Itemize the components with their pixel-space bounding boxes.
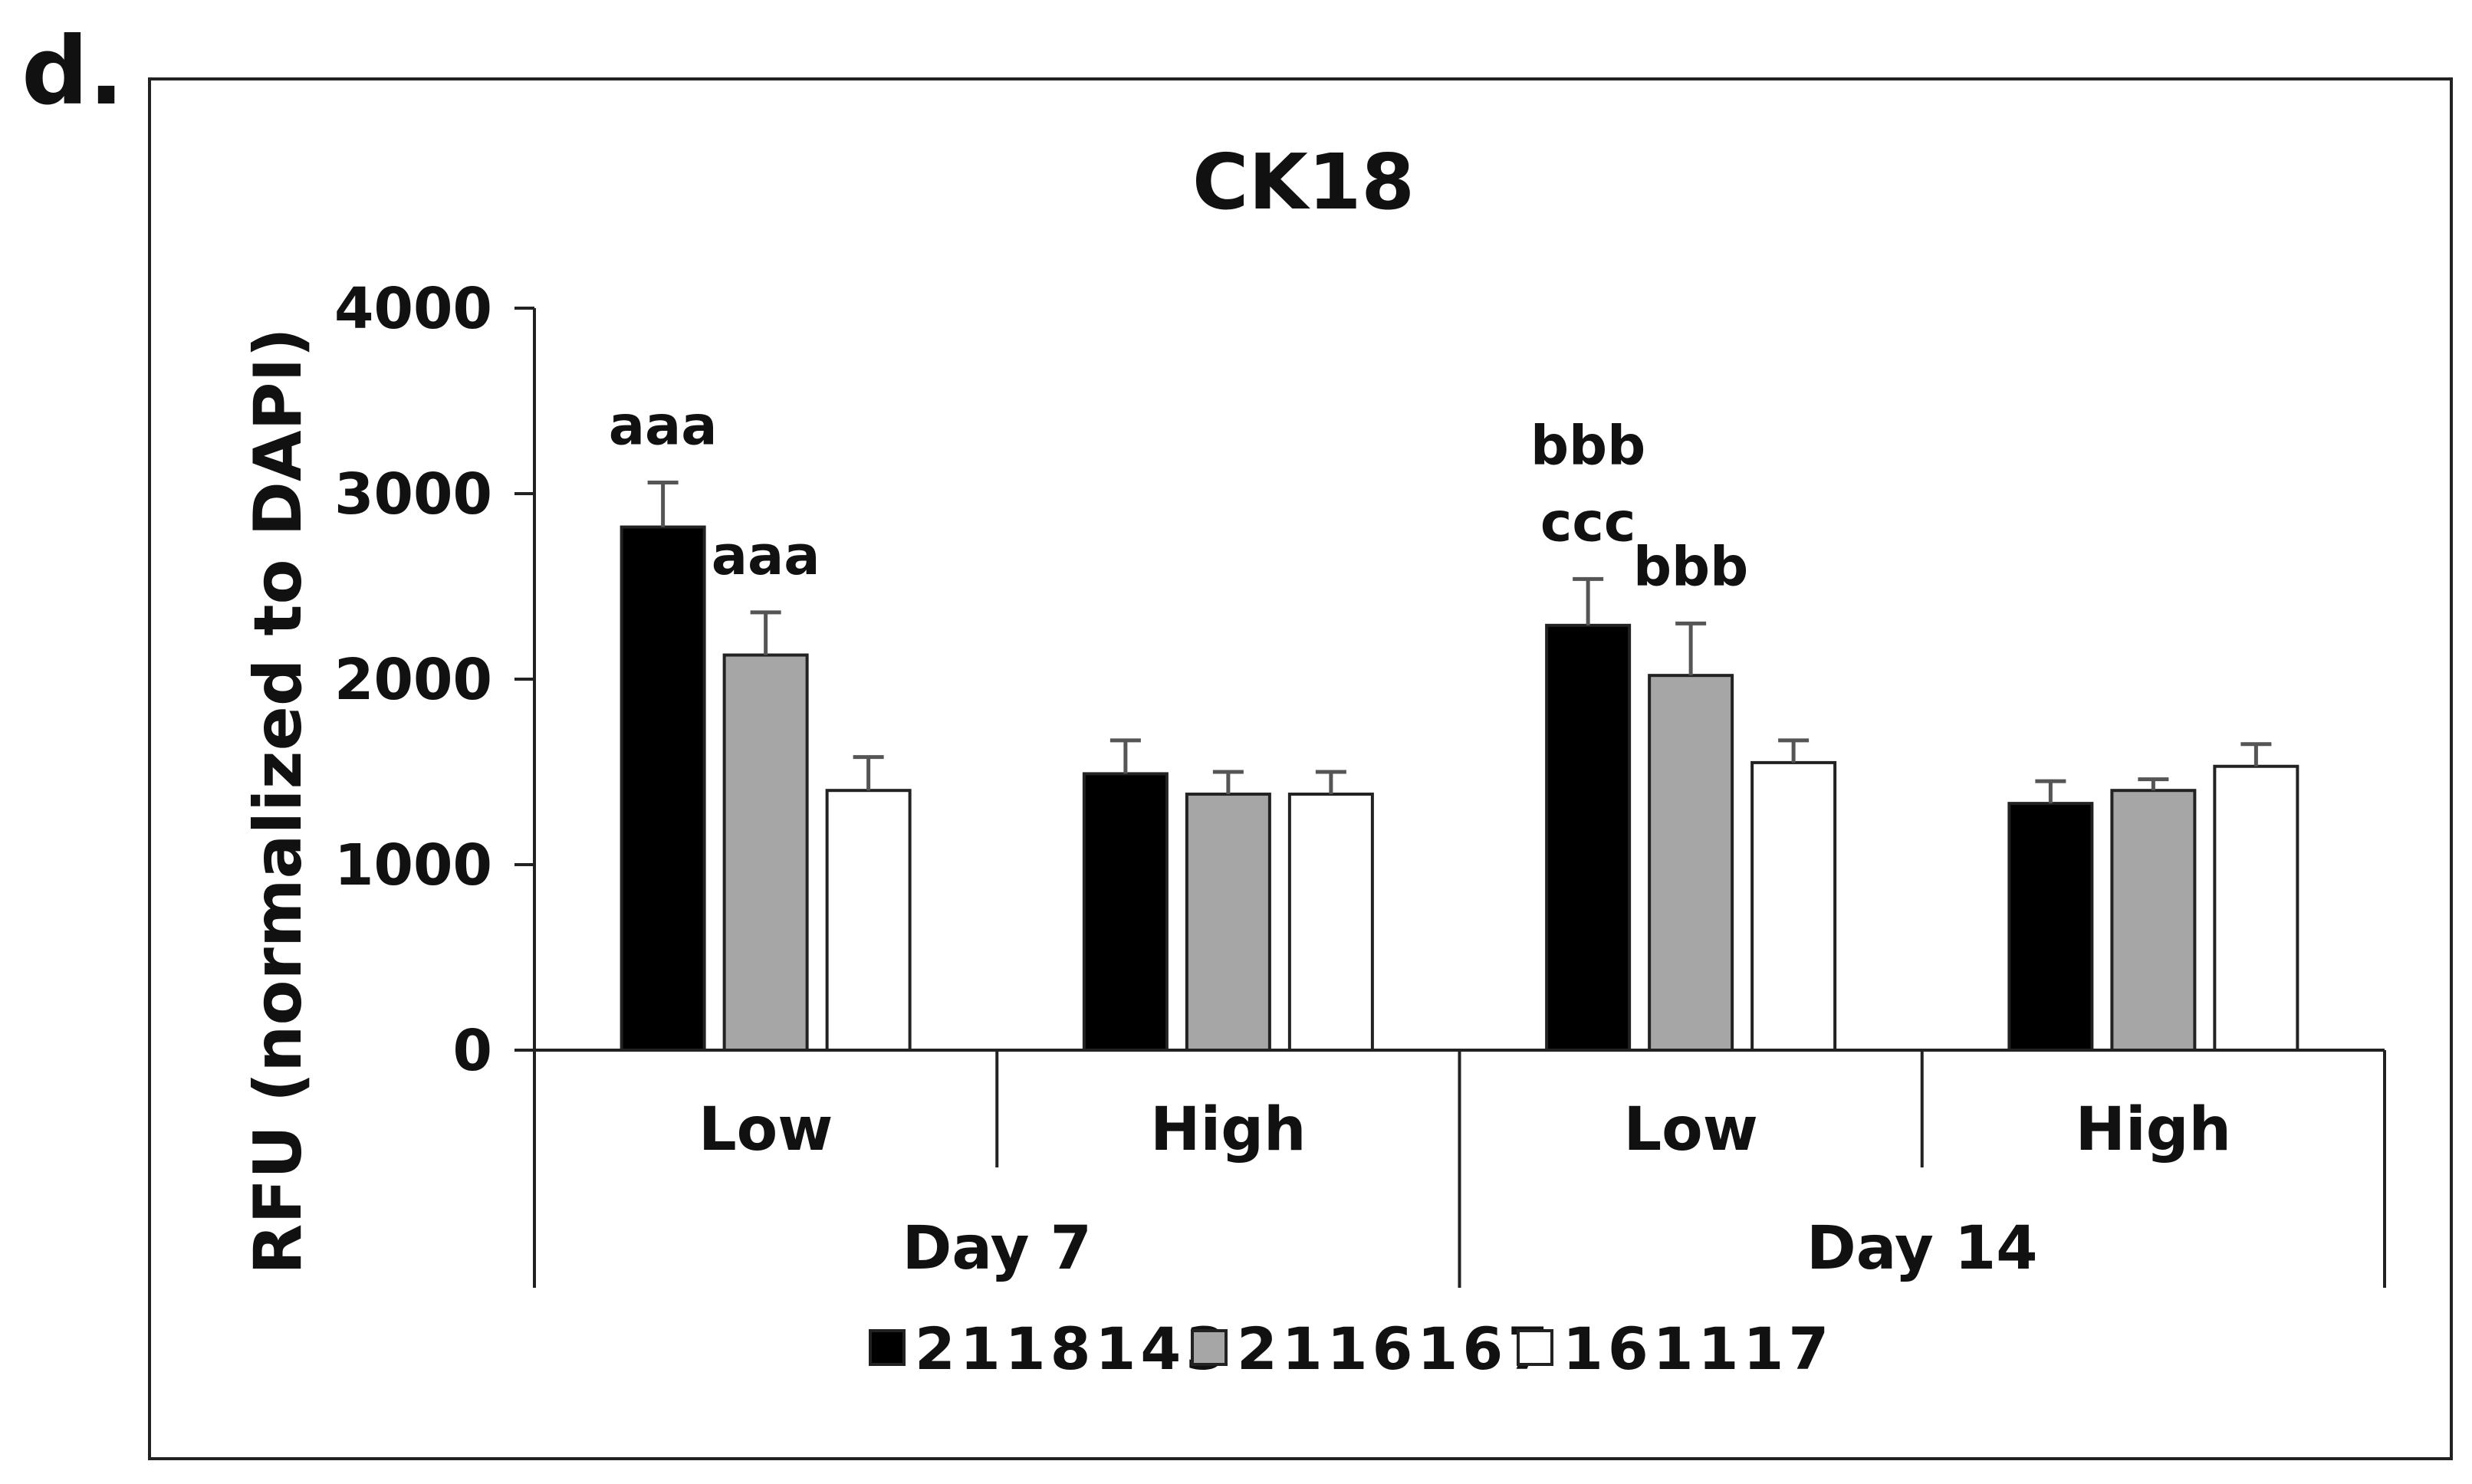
bar	[2110, 789, 2197, 1052]
y-tick-label: 2000	[334, 647, 492, 713]
bar	[2007, 802, 2094, 1052]
x-tick-label: Low	[1623, 1095, 1757, 1164]
bar	[1082, 772, 1169, 1052]
y-tick-label: 0	[453, 1018, 493, 1084]
legend-label: 2116167	[1237, 1315, 1553, 1383]
x-axis-labels: Low High Low High Day 7 Day 14	[699, 1095, 2231, 1283]
y-tick-label: 3000	[334, 461, 492, 527]
figure-frame	[148, 77, 2453, 1460]
bar	[722, 653, 809, 1052]
chart-title: CK18	[1192, 137, 1415, 227]
significance-label: bbb	[1633, 535, 1748, 598]
bar	[2213, 764, 2299, 1052]
bar	[825, 789, 912, 1052]
bar	[1750, 760, 1837, 1052]
legend-label: 161117	[1563, 1315, 1833, 1383]
bar	[1287, 793, 1374, 1052]
x-tick-label: Low	[699, 1095, 833, 1164]
legend-swatch	[1191, 1329, 1228, 1366]
x-group-label: Day 7	[902, 1214, 1092, 1283]
legend: 2118143 2116167 161117	[869, 1315, 1833, 1383]
bar	[1648, 674, 1734, 1052]
significance-label: aaa	[712, 524, 820, 587]
error-bars	[647, 480, 2272, 804]
x-tick-label: High	[1150, 1095, 1306, 1164]
bars	[620, 525, 2299, 1052]
bar	[1545, 623, 1632, 1052]
bar	[1185, 793, 1271, 1052]
significance-label: bbb	[1530, 414, 1645, 477]
significance-label: ccc	[1540, 491, 1635, 553]
legend-swatch	[869, 1329, 906, 1366]
y-tick-label: 4000	[334, 276, 492, 342]
x-tick-label: High	[2076, 1095, 2231, 1164]
bar	[620, 525, 706, 1052]
y-tick-label: 1000	[334, 832, 492, 898]
significance-label: aaa	[609, 394, 718, 457]
legend-swatch	[1517, 1329, 1553, 1366]
y-axis-label: RFU (normalized to DAPI)	[240, 327, 317, 1275]
legend-label: 2118143	[915, 1315, 1231, 1383]
x-group-label: Day 14	[1806, 1214, 2038, 1283]
panel-label: d.	[21, 17, 124, 126]
